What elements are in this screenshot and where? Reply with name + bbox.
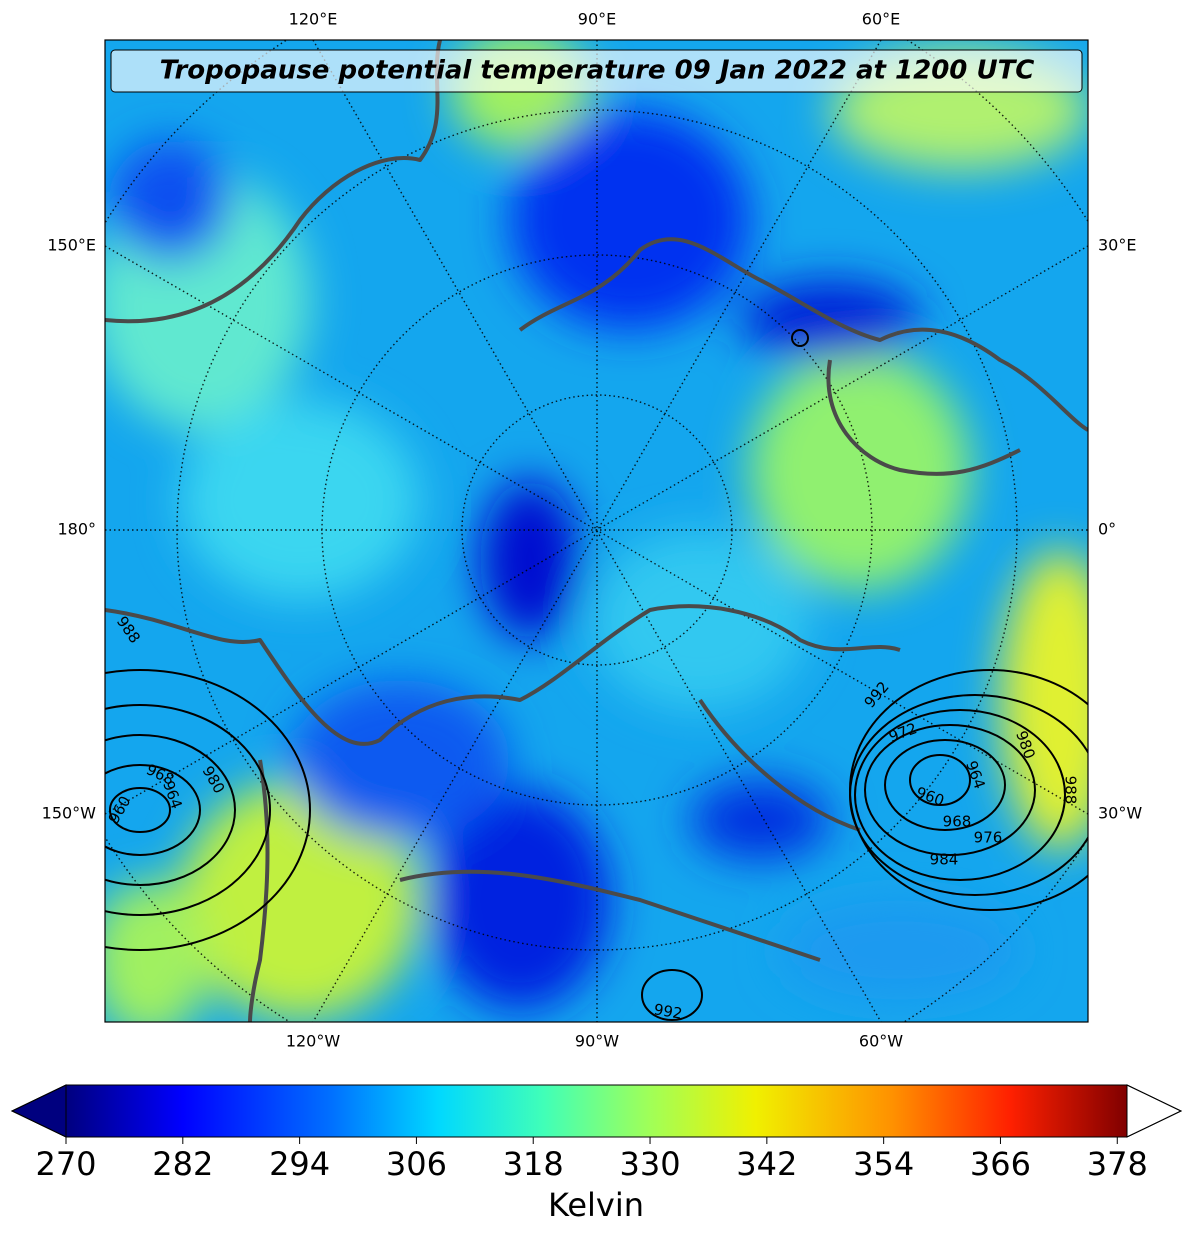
colorbar-tick-label: 378: [1087, 1145, 1148, 1183]
lon-label: 60°W: [859, 1032, 903, 1051]
lon-label: 120°E: [289, 10, 338, 29]
contour-label: 984: [930, 851, 959, 869]
colorbar-tick-label: 342: [736, 1145, 797, 1183]
lon-label: 30°W: [1098, 804, 1142, 823]
colorbar-tick-label: 306: [386, 1145, 447, 1183]
lon-label: 90°E: [578, 10, 616, 29]
lon-label: 90°W: [575, 1032, 619, 1051]
colorbar-extend-low: [10, 1084, 67, 1138]
colorbar-tick-label: 330: [619, 1145, 680, 1183]
lon-label: 180°: [57, 520, 96, 539]
title-box: [110, 49, 1083, 93]
colorbar-tick-label: 366: [970, 1145, 1031, 1183]
colorbar-tick-label: 318: [503, 1145, 564, 1183]
contour-label: 988: [1062, 776, 1080, 805]
lon-label: 150°W: [42, 804, 97, 823]
lon-label: 150°E: [47, 236, 96, 255]
colorbar-label: Kelvin: [548, 1186, 644, 1224]
lon-label: 30°E: [1098, 236, 1136, 255]
map-field: [105, 40, 1088, 1022]
contour-label: 992: [652, 1000, 683, 1023]
map-frame: [104, 39, 1089, 1023]
colorbar-tick-label: 294: [269, 1145, 330, 1183]
contour-label: 976: [974, 829, 1003, 847]
colorbar-tick-label: 354: [853, 1145, 914, 1183]
colorbar-tick-label: 270: [35, 1145, 96, 1183]
colorbar-extend-high: [1126, 1084, 1183, 1138]
colorbar: [66, 1085, 1127, 1137]
map-title: Tropopause potential temperature 09 Jan …: [160, 56, 1035, 86]
lon-label: 120°W: [286, 1032, 341, 1051]
lon-label: 0°: [1098, 520, 1116, 539]
colorbar-tick-label: 282: [152, 1145, 213, 1183]
contour-label: 968: [943, 813, 972, 831]
lon-label: 60°E: [862, 10, 900, 29]
